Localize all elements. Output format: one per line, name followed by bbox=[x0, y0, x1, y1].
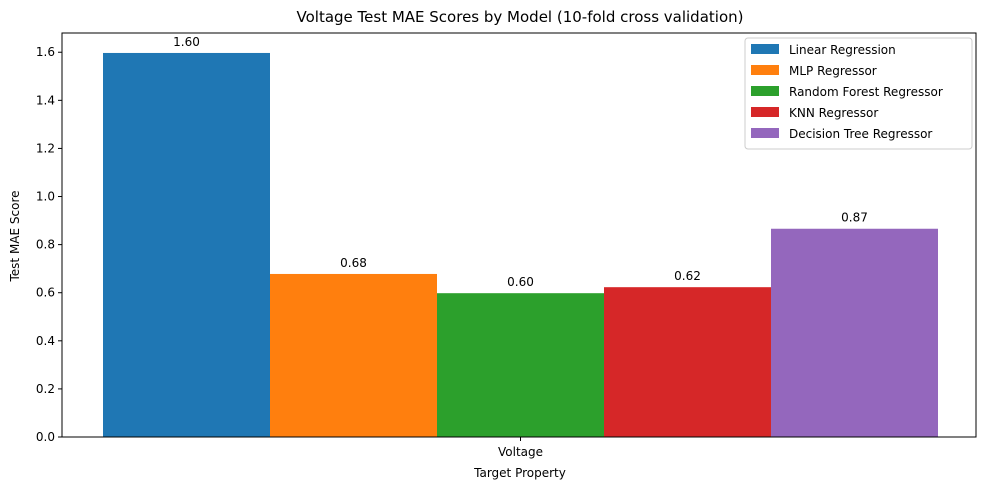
y-tick-label: 0.8 bbox=[36, 238, 55, 252]
chart-title: Voltage Test MAE Scores by Model (10-fol… bbox=[297, 8, 744, 26]
legend-entry-label: MLP Regressor bbox=[789, 64, 877, 78]
legend-entry-label: Linear Regression bbox=[789, 43, 896, 57]
bar-mlp-regressor bbox=[270, 273, 437, 437]
legend-box bbox=[744, 37, 973, 150]
y-tick-label: 1.6 bbox=[36, 45, 55, 59]
plot-frame bbox=[61, 32, 977, 438]
y-axis: 0.0 0.2 0.4 0.6 0.8 1.0 1.2 1.4 1.6 bbox=[36, 45, 62, 444]
bar-value-label: 0.60 bbox=[507, 275, 534, 289]
y-tick-label: 1.0 bbox=[36, 190, 55, 204]
legend-swatch bbox=[751, 86, 779, 96]
bar-knn-regressor bbox=[604, 287, 771, 437]
y-axis-label: Test MAE Score bbox=[8, 190, 22, 282]
legend-entry-label: Decision Tree Regressor bbox=[789, 127, 932, 141]
x-tick-label: Voltage bbox=[498, 445, 543, 459]
legend-swatch bbox=[751, 44, 779, 54]
legend-swatch bbox=[751, 128, 779, 138]
bar-value-label: 0.87 bbox=[841, 211, 868, 225]
y-tick-label: 0.2 bbox=[36, 382, 55, 396]
y-tick-label: 1.4 bbox=[36, 93, 55, 107]
y-tick-label: 1.2 bbox=[36, 141, 55, 155]
x-axis-label: Target Property bbox=[473, 466, 566, 480]
legend: Linear Regression MLP Regressor Random For… bbox=[744, 37, 973, 150]
legend-swatch bbox=[751, 107, 779, 117]
y-tick-label: 0.4 bbox=[36, 334, 55, 348]
bar-random-forest-regressor bbox=[437, 293, 604, 437]
bars-group bbox=[103, 52, 938, 437]
legend-entry-label: Random Forest Regressor bbox=[789, 85, 943, 99]
bar-decision-tree-regressor bbox=[771, 228, 938, 437]
bar-value-label: 0.68 bbox=[340, 256, 367, 270]
legend-entry-label: KNN Regressor bbox=[789, 106, 878, 120]
x-axis: Voltage bbox=[498, 437, 543, 459]
y-tick-label: 0.0 bbox=[36, 430, 55, 444]
y-tick-label: 0.6 bbox=[36, 286, 55, 300]
bar-labels-group: 1.60 0.68 0.60 0.62 0.87 bbox=[173, 35, 868, 289]
bar-value-label: 0.62 bbox=[674, 269, 701, 283]
bar-linear-regression bbox=[103, 52, 270, 437]
bar-value-label: 1.60 bbox=[173, 35, 200, 49]
legend-swatch bbox=[751, 65, 779, 75]
